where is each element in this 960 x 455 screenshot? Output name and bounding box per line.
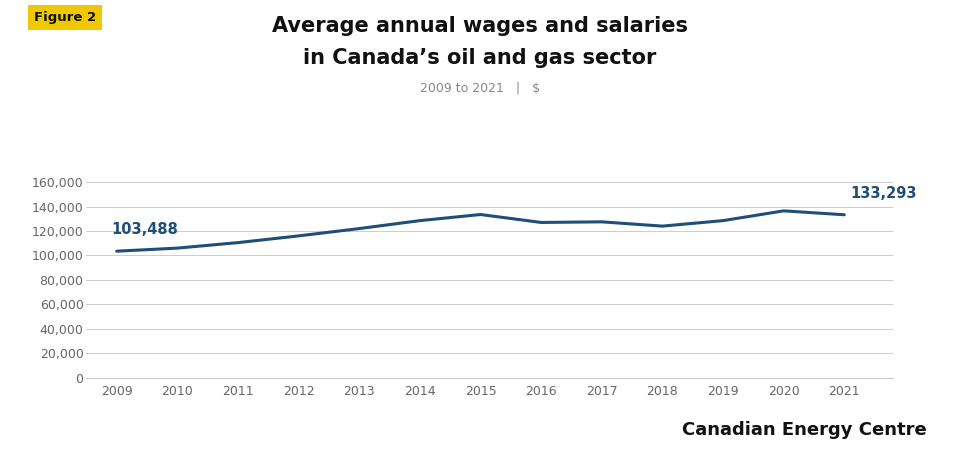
Text: 133,293: 133,293 bbox=[850, 186, 917, 201]
Text: Figure 2: Figure 2 bbox=[34, 11, 96, 25]
Text: 2009 to 2021   |   $: 2009 to 2021 | $ bbox=[420, 82, 540, 95]
Text: in Canada’s oil and gas sector: in Canada’s oil and gas sector bbox=[303, 48, 657, 68]
Text: 103,488: 103,488 bbox=[111, 222, 178, 238]
Text: Canadian Energy Centre: Canadian Energy Centre bbox=[682, 421, 926, 439]
Text: Average annual wages and salaries: Average annual wages and salaries bbox=[272, 16, 688, 36]
